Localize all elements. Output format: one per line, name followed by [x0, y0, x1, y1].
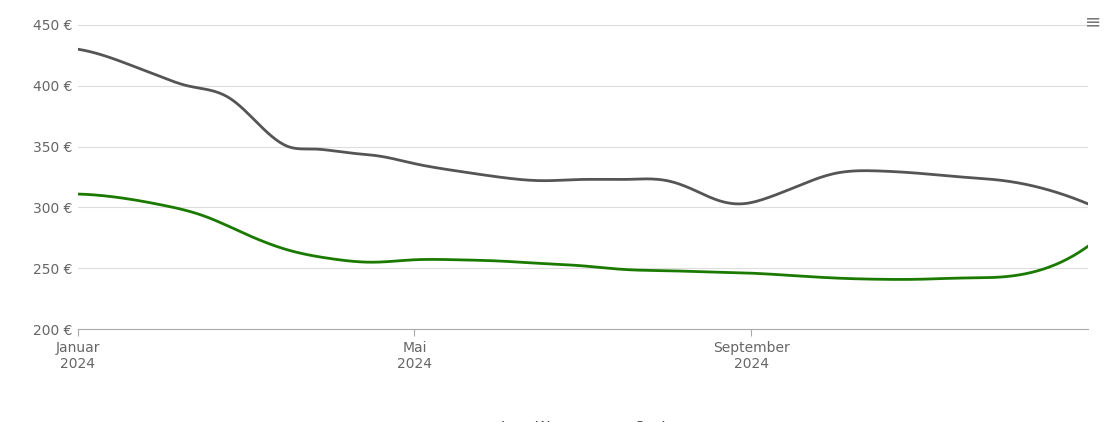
Text: ≡: ≡	[1084, 13, 1101, 32]
Legend: lose Ware, Sackware: lose Ware, Sackware	[454, 416, 712, 422]
